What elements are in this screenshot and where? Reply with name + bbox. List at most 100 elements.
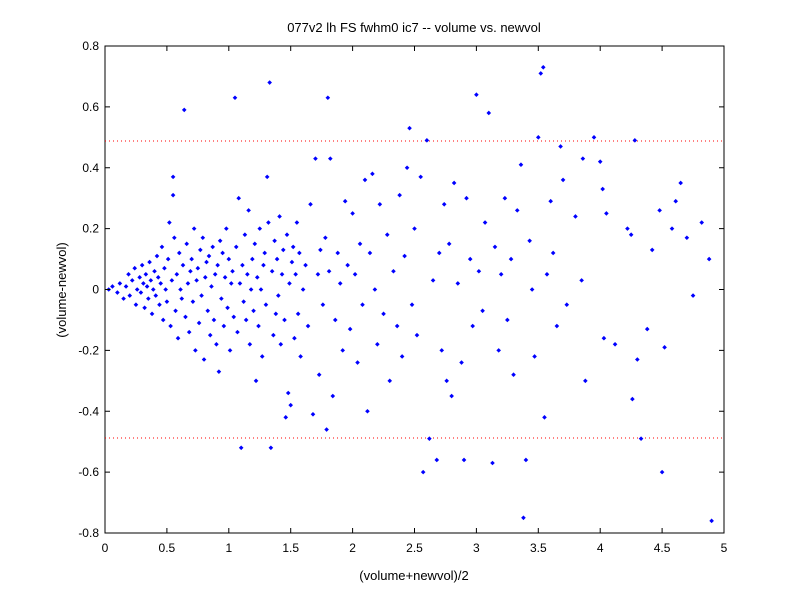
- data-point: [320, 302, 326, 308]
- data-point: [292, 335, 297, 341]
- data-point: [540, 65, 546, 70]
- data-point: [430, 278, 436, 283]
- data-points: [106, 65, 714, 524]
- data-point: [226, 256, 232, 262]
- data-point: [127, 293, 133, 298]
- data-point: [340, 348, 345, 353]
- data-point: [420, 469, 426, 475]
- data-point: [352, 271, 358, 277]
- data-point: [424, 138, 430, 143]
- data-point: [267, 80, 272, 85]
- x-tick-label: 4.5: [654, 541, 671, 555]
- data-point: [375, 341, 380, 347]
- data-point: [315, 271, 321, 277]
- data-point: [123, 284, 129, 289]
- data-point: [183, 314, 188, 320]
- data-point: [444, 378, 449, 384]
- data-point: [496, 348, 501, 353]
- data-point: [412, 226, 417, 231]
- data-point: [635, 357, 640, 362]
- data-point: [184, 241, 190, 247]
- data-point: [464, 195, 469, 201]
- data-point: [673, 198, 679, 204]
- data-point: [241, 299, 246, 304]
- data-point: [195, 265, 201, 271]
- data-point: [235, 329, 240, 335]
- data-point: [209, 284, 214, 289]
- data-point: [318, 247, 323, 253]
- data-point: [518, 162, 524, 168]
- data-point: [409, 302, 415, 308]
- data-point: [297, 250, 302, 256]
- data-point: [601, 335, 607, 341]
- data-point: [237, 281, 243, 286]
- data-point: [266, 220, 271, 225]
- data-point: [532, 354, 537, 359]
- data-point: [269, 268, 275, 274]
- data-point: [149, 311, 155, 317]
- data-point: [470, 323, 475, 329]
- data-point: [254, 275, 260, 280]
- x-tick-label: 1.5: [282, 541, 299, 555]
- data-point: [459, 360, 464, 365]
- data-point: [706, 256, 712, 262]
- data-point: [560, 177, 566, 183]
- data-point: [372, 287, 378, 292]
- data-point: [174, 271, 180, 277]
- data-point: [659, 469, 665, 475]
- data-point: [328, 156, 333, 161]
- data-point: [253, 378, 259, 384]
- data-point: [158, 281, 164, 286]
- data-point: [170, 174, 176, 180]
- data-point: [355, 360, 360, 365]
- data-point: [330, 393, 336, 399]
- data-point: [259, 354, 265, 359]
- data-point: [554, 323, 560, 329]
- data-point: [214, 341, 219, 347]
- data-point: [278, 341, 284, 347]
- data-point: [165, 256, 171, 262]
- data-point: [486, 110, 492, 116]
- data-point: [357, 241, 363, 247]
- data-point: [527, 238, 532, 244]
- data-point: [290, 244, 296, 250]
- data-point: [662, 345, 667, 350]
- data-point: [404, 165, 410, 171]
- data-point: [141, 281, 146, 286]
- x-tick-label: 0: [102, 541, 109, 555]
- data-point: [236, 195, 242, 201]
- data-point: [280, 247, 286, 253]
- data-point: [231, 314, 237, 320]
- data-point: [176, 250, 182, 256]
- data-point: [215, 262, 220, 268]
- data-point: [205, 308, 211, 314]
- data-point: [391, 268, 396, 274]
- data-point: [138, 290, 144, 295]
- data-point: [414, 332, 420, 338]
- data-point: [181, 107, 187, 113]
- data-point: [242, 232, 248, 238]
- data-point: [402, 253, 407, 259]
- y-tick-label: -0.4: [78, 404, 99, 418]
- data-point: [282, 317, 287, 323]
- data-point: [508, 256, 514, 262]
- data-point: [185, 281, 191, 286]
- y-axis-label: (volume-newvol): [54, 242, 69, 337]
- data-point: [167, 220, 172, 225]
- data-point: [381, 311, 386, 317]
- data-point: [288, 402, 293, 408]
- data-point: [232, 95, 238, 101]
- data-point: [202, 275, 208, 280]
- data-point: [139, 262, 145, 268]
- data-point: [350, 211, 355, 216]
- data-point: [194, 278, 199, 283]
- y-axis-ticks: -0.8 -0.6 -0.4 -0.2 0 0.2 0.4 0.6 0.8: [78, 39, 724, 540]
- data-point: [514, 208, 520, 213]
- data-point: [365, 408, 370, 414]
- data-point: [482, 220, 488, 225]
- plot-area: [104, 45, 725, 534]
- data-point: [625, 226, 630, 231]
- data-point: [262, 250, 268, 256]
- data-point: [436, 250, 442, 256]
- data-point: [256, 323, 261, 329]
